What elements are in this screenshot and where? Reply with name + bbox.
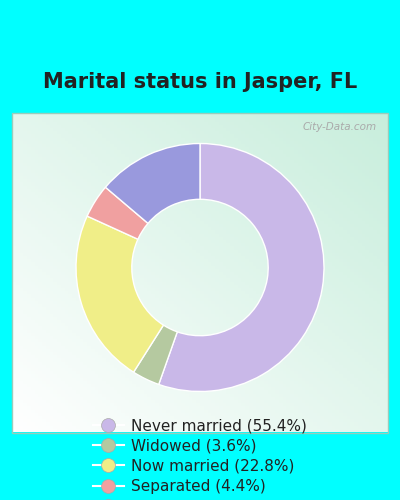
Wedge shape — [134, 325, 177, 384]
Wedge shape — [87, 188, 148, 239]
Text: City-Data.com: City-Data.com — [302, 122, 377, 132]
Wedge shape — [159, 144, 324, 392]
Legend: Never married (55.4%), Widowed (3.6%), Now married (22.8%), Separated (4.4%), Di: Never married (55.4%), Widowed (3.6%), N… — [87, 412, 313, 500]
Text: Marital status in Jasper, FL: Marital status in Jasper, FL — [43, 72, 357, 92]
Wedge shape — [106, 144, 200, 224]
Wedge shape — [76, 216, 164, 372]
